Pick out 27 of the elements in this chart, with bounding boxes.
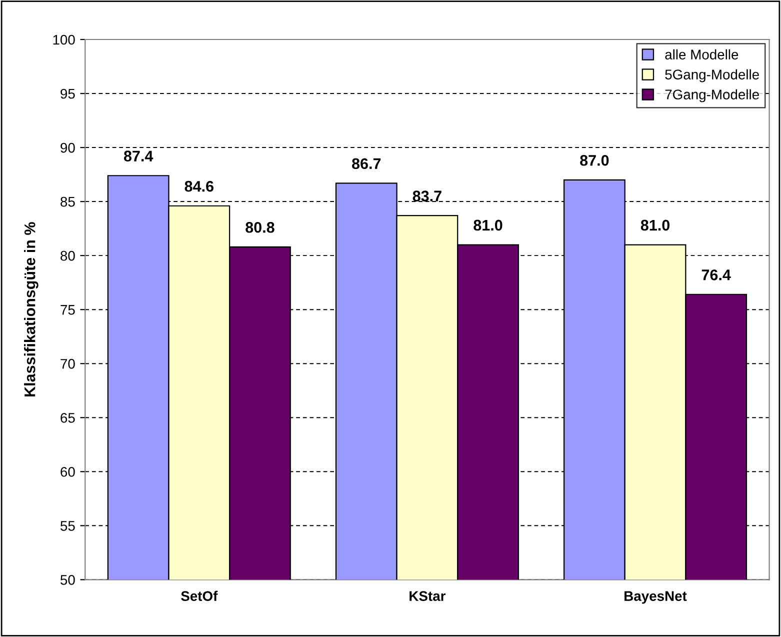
legend-label: 7Gang-Modelle — [665, 89, 759, 102]
y-tick-label: 65 — [60, 412, 75, 423]
x-tick-label: SetOf — [181, 590, 218, 601]
y-axis-title: Klassifikationsgüte in % — [24, 222, 38, 396]
y-tick-label: 90 — [60, 142, 75, 153]
y-tick-label: 75 — [60, 305, 75, 315]
y-tick-label: 60 — [60, 466, 75, 477]
y-tick-label: 100 — [53, 34, 75, 45]
data-label: 81.0 — [640, 220, 670, 231]
y-tick-label: 50 — [60, 575, 75, 585]
y-tick-label: 95 — [60, 88, 75, 99]
data-label: 86.7 — [352, 158, 381, 170]
data-label: 76.4 — [702, 270, 731, 280]
legend-label: alle Modelle — [665, 49, 738, 60]
data-label: 87.0 — [580, 154, 609, 166]
y-tick-label: 70 — [60, 358, 75, 369]
x-tick-label: KStar — [410, 591, 446, 601]
data-label: 87.4 — [124, 150, 154, 162]
data-label: 81.0 — [474, 220, 502, 231]
data-label: 84.6 — [184, 180, 214, 192]
y-tick-label: 80 — [60, 250, 75, 261]
data-label: 80.8 — [246, 222, 274, 233]
y-tick-label: 85 — [60, 196, 75, 207]
legend-label: 5Gang-Modelle — [665, 69, 759, 82]
x-tick-label: BayesNet — [624, 591, 687, 604]
data-label: 83.7 — [412, 190, 442, 202]
y-tick-label: 55 — [60, 521, 75, 531]
